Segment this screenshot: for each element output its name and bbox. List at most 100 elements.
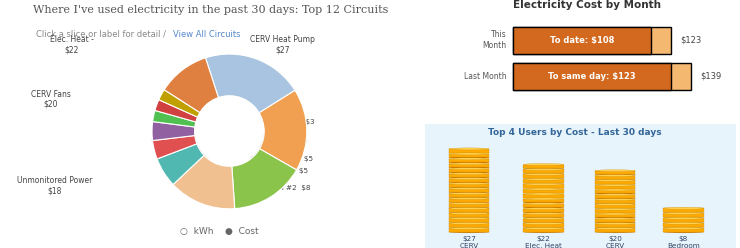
FancyBboxPatch shape <box>523 174 564 178</box>
FancyBboxPatch shape <box>595 190 635 193</box>
Ellipse shape <box>595 183 635 185</box>
Text: This
Month: This Month <box>482 31 506 50</box>
Text: CERV Fans
$20: CERV Fans $20 <box>30 90 70 109</box>
Text: Refrigerator  $5: Refrigerator $5 <box>251 168 308 174</box>
Ellipse shape <box>448 227 489 229</box>
Ellipse shape <box>523 172 564 174</box>
Ellipse shape <box>595 188 635 190</box>
Ellipse shape <box>523 208 564 210</box>
Wedge shape <box>164 58 218 113</box>
Ellipse shape <box>523 163 564 166</box>
Ellipse shape <box>595 170 635 172</box>
FancyBboxPatch shape <box>513 27 651 54</box>
Text: Top 4 Users by Cost - Last 30 days: Top 4 Users by Cost - Last 30 days <box>488 128 662 137</box>
Ellipse shape <box>152 123 307 158</box>
FancyBboxPatch shape <box>523 228 564 232</box>
Ellipse shape <box>523 177 564 179</box>
Text: $139: $139 <box>701 72 722 81</box>
Wedge shape <box>152 136 197 159</box>
Ellipse shape <box>523 227 564 229</box>
Ellipse shape <box>448 211 489 213</box>
Ellipse shape <box>663 221 704 223</box>
Ellipse shape <box>448 217 489 219</box>
Wedge shape <box>152 122 195 141</box>
FancyBboxPatch shape <box>448 199 489 202</box>
FancyBboxPatch shape <box>523 179 564 183</box>
Ellipse shape <box>448 176 489 178</box>
FancyBboxPatch shape <box>523 165 564 168</box>
Wedge shape <box>159 90 200 117</box>
Ellipse shape <box>523 173 564 175</box>
Ellipse shape <box>448 201 489 203</box>
Text: Where I've used electricity in the past 30 days: Top 12 Circuits: Where I've used electricity in the past … <box>33 5 389 15</box>
FancyBboxPatch shape <box>595 200 635 203</box>
Ellipse shape <box>663 217 704 219</box>
Ellipse shape <box>448 153 489 155</box>
Ellipse shape <box>595 194 635 196</box>
Ellipse shape <box>523 226 564 228</box>
Text: Bedroom #2  $8: Bedroom #2 $8 <box>251 186 311 191</box>
Ellipse shape <box>523 188 564 190</box>
Ellipse shape <box>448 212 489 215</box>
Ellipse shape <box>523 196 564 199</box>
Ellipse shape <box>663 231 704 233</box>
FancyBboxPatch shape <box>663 223 704 227</box>
Ellipse shape <box>448 171 489 173</box>
Text: View All Circuits: View All Circuits <box>173 30 240 39</box>
Ellipse shape <box>448 158 489 160</box>
Ellipse shape <box>448 221 489 223</box>
Text: Other Circuits  $3: Other Circuits $3 <box>251 119 314 124</box>
FancyBboxPatch shape <box>523 189 564 193</box>
Text: $22
Elec. Heat
- Air Src.: $22 Elec. Heat - Air Src. <box>525 236 562 248</box>
Ellipse shape <box>595 192 635 194</box>
Text: ○  kWh    ●  Cost: ○ kWh ● Cost <box>180 227 259 236</box>
Ellipse shape <box>448 166 489 168</box>
Ellipse shape <box>448 181 489 183</box>
Ellipse shape <box>523 167 564 169</box>
Ellipse shape <box>523 217 564 219</box>
FancyBboxPatch shape <box>448 159 489 162</box>
Ellipse shape <box>448 173 489 175</box>
Ellipse shape <box>448 163 489 165</box>
FancyBboxPatch shape <box>523 209 564 212</box>
FancyBboxPatch shape <box>595 228 635 232</box>
Ellipse shape <box>663 212 704 214</box>
Ellipse shape <box>595 207 635 209</box>
Wedge shape <box>157 144 204 185</box>
Ellipse shape <box>523 178 564 180</box>
Ellipse shape <box>663 227 704 229</box>
Ellipse shape <box>595 197 635 199</box>
Text: To date: $108: To date: $108 <box>550 36 614 45</box>
Ellipse shape <box>663 216 704 218</box>
FancyBboxPatch shape <box>448 214 489 217</box>
FancyBboxPatch shape <box>523 169 564 173</box>
FancyBboxPatch shape <box>448 228 489 232</box>
FancyBboxPatch shape <box>448 204 489 207</box>
Text: $123: $123 <box>680 36 702 45</box>
Wedge shape <box>152 110 196 127</box>
FancyBboxPatch shape <box>448 218 489 222</box>
Ellipse shape <box>663 211 704 213</box>
Ellipse shape <box>663 222 704 224</box>
Ellipse shape <box>523 182 564 184</box>
Ellipse shape <box>448 197 489 200</box>
Ellipse shape <box>595 179 635 181</box>
Ellipse shape <box>595 184 635 186</box>
FancyBboxPatch shape <box>663 218 704 222</box>
Ellipse shape <box>595 231 635 233</box>
Text: Click a slice or label for detail /: Click a slice or label for detail / <box>36 30 169 39</box>
FancyBboxPatch shape <box>595 214 635 217</box>
FancyBboxPatch shape <box>448 174 489 177</box>
Text: Electricity Cost by Month: Electricity Cost by Month <box>513 0 661 10</box>
Ellipse shape <box>595 202 635 204</box>
Ellipse shape <box>595 199 635 201</box>
Ellipse shape <box>448 192 489 195</box>
Ellipse shape <box>523 203 564 205</box>
FancyBboxPatch shape <box>595 176 635 179</box>
FancyBboxPatch shape <box>595 195 635 198</box>
FancyBboxPatch shape <box>523 184 564 188</box>
Text: Well Pump  $3: Well Pump $3 <box>251 131 303 137</box>
Ellipse shape <box>448 161 489 163</box>
FancyBboxPatch shape <box>448 223 489 227</box>
FancyBboxPatch shape <box>523 223 564 227</box>
